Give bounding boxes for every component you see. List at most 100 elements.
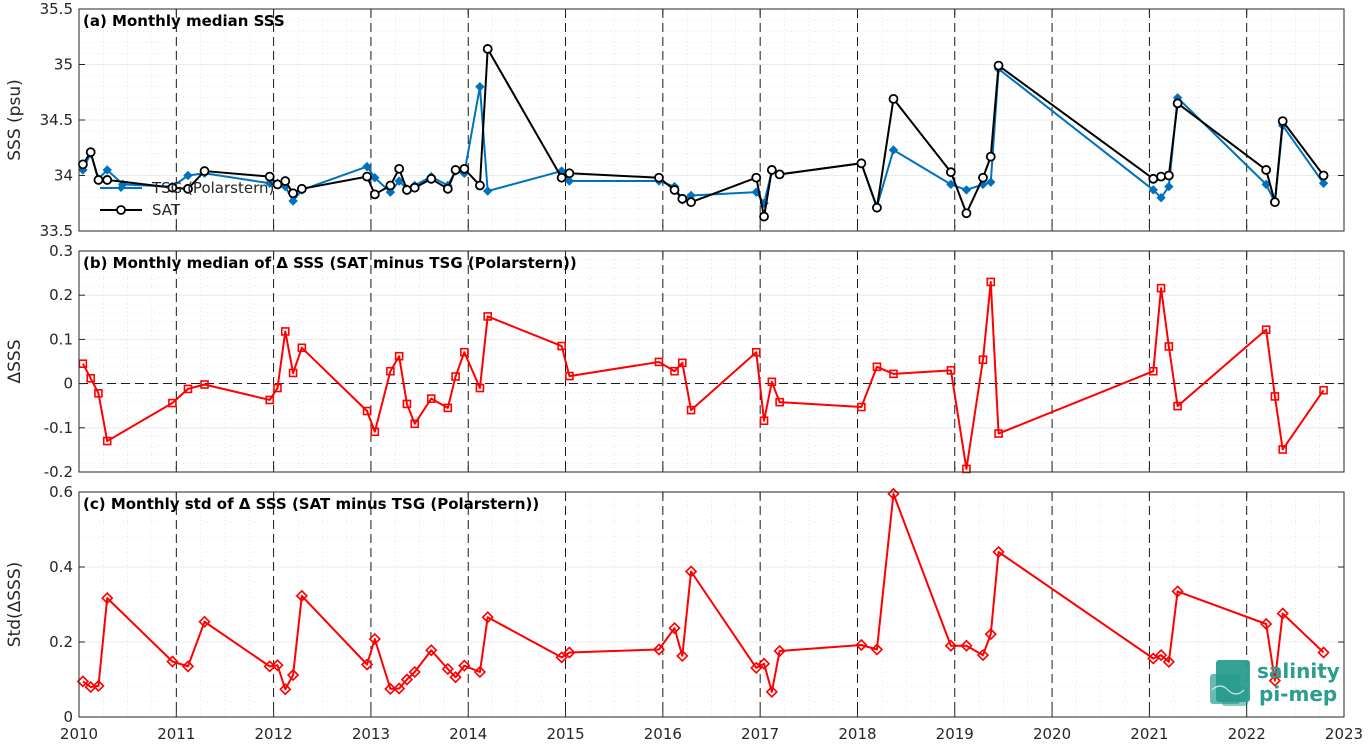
data-point (76, 675, 90, 688)
y-axis-label: ΔSSS (5, 339, 25, 383)
data-point (759, 416, 769, 426)
data-point (426, 173, 437, 184)
data-point (458, 659, 471, 672)
data-point (565, 371, 574, 381)
y-tick-label: 35.5 (40, 0, 73, 18)
series-delta-3 (76, 487, 1330, 699)
data-point (1318, 170, 1329, 181)
data-point (394, 176, 404, 186)
data-point (393, 682, 406, 695)
y-tick-label: 0 (63, 708, 73, 726)
axes-box (78, 250, 1345, 473)
data-point (102, 436, 112, 446)
data-point (183, 170, 193, 181)
data-point (1276, 607, 1289, 620)
data-point (443, 403, 453, 413)
data-point (385, 187, 396, 197)
data-point (408, 665, 421, 679)
data-point (425, 644, 438, 657)
y-axis-label: SSS (psu) (5, 79, 25, 160)
data-point (751, 347, 761, 357)
data-point (757, 657, 771, 670)
data-point (773, 644, 786, 658)
data-point (370, 173, 380, 183)
data-point (93, 175, 104, 185)
data-point (265, 178, 275, 188)
data-point (1318, 178, 1329, 188)
data-point (370, 427, 380, 437)
data-point (426, 394, 436, 403)
data-point (774, 169, 785, 180)
data-point (564, 168, 575, 179)
data-point (946, 366, 956, 375)
data-point (961, 185, 972, 195)
data-point (200, 380, 209, 389)
logo-text-line2: pi-mep (1259, 682, 1337, 706)
data-point (183, 183, 193, 194)
legend: TSG (Polarstern) SAT (100, 179, 274, 219)
data-point (394, 163, 405, 174)
data-point (855, 638, 868, 652)
data-point (296, 183, 307, 194)
data-point (670, 366, 679, 376)
data-point (961, 208, 972, 219)
data-point (1164, 181, 1174, 192)
data-point (978, 355, 988, 365)
x-tick-label: 2019 (936, 725, 974, 743)
logo-wave (1211, 685, 1245, 695)
data-point (264, 171, 275, 182)
data-point (288, 188, 298, 199)
data-point (888, 145, 899, 155)
data-point (265, 395, 275, 405)
data-point (766, 165, 777, 175)
data-point (678, 358, 687, 368)
y-tick-label: 0.3 (49, 242, 73, 260)
x-tick-label: 2015 (546, 725, 584, 743)
data-point (460, 347, 469, 357)
data-point (362, 161, 372, 172)
series-line (82, 280, 1325, 470)
data-point (442, 183, 453, 194)
data-point (86, 373, 95, 383)
data-point (183, 384, 193, 394)
data-point (765, 685, 778, 699)
y-tick-label: 34 (54, 167, 73, 185)
data-point (181, 660, 195, 673)
data-point (475, 180, 485, 191)
y-tick-label: 0 (63, 375, 73, 393)
data-point (985, 151, 996, 162)
data-point (362, 171, 372, 182)
data-point (1268, 674, 1282, 687)
x-tick-label: 2012 (255, 725, 293, 743)
data-point (556, 172, 567, 183)
y-tick-label: 0.2 (49, 633, 73, 651)
x-tick-label: 2020 (1033, 725, 1071, 743)
data-point (475, 81, 485, 92)
data-point (102, 175, 113, 185)
data-point (978, 172, 988, 183)
data-point (450, 165, 461, 175)
panel-2: -0.2 -0.1 0 0.1 0.2 0.3 ΔSSS (b) Monthly median… (5, 242, 1345, 481)
data-point (750, 661, 763, 675)
y-tick-label: 35 (54, 56, 73, 74)
data-point (1147, 652, 1160, 665)
data-point (473, 665, 487, 679)
data-point (944, 639, 958, 652)
data-point (449, 671, 462, 684)
data-point (199, 166, 210, 176)
x-tick-label: 2017 (741, 725, 779, 743)
data-point (384, 682, 397, 696)
series-delta-2 (78, 277, 1328, 474)
logo-shape (1222, 686, 1248, 706)
x-tick-label: 2011 (157, 725, 195, 743)
data-point (271, 659, 284, 672)
data-point (482, 186, 493, 196)
data-point (475, 383, 485, 393)
data-point (483, 312, 492, 321)
data-point (1173, 401, 1182, 411)
data-point (459, 163, 470, 174)
legend-marker (116, 205, 126, 215)
data-point (482, 44, 493, 54)
data-point (409, 182, 420, 193)
